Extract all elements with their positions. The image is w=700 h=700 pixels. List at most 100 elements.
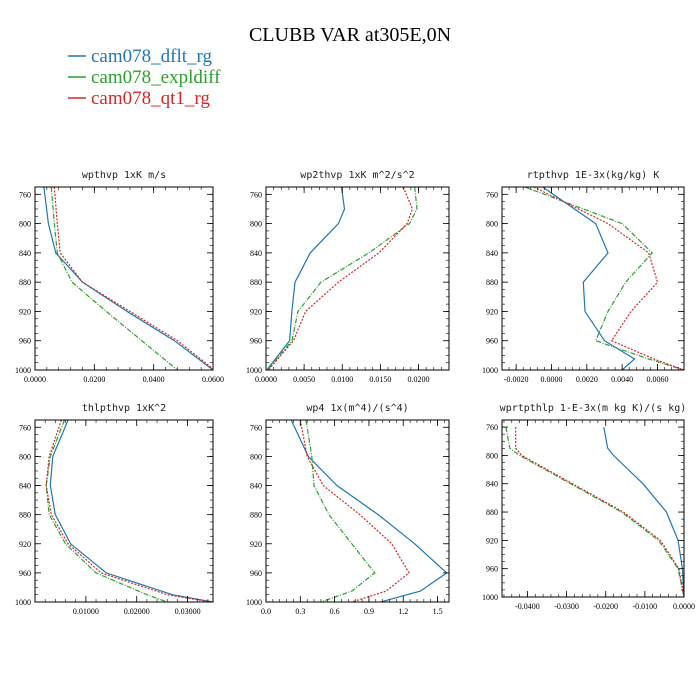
y-tick-label: 960 — [250, 337, 262, 346]
panel-title: wp4 1x(m^4)/(s^4) — [306, 403, 408, 414]
y-tick-label: 1000 — [482, 593, 498, 602]
y-tick-label: 880 — [486, 278, 498, 287]
y-tick-label: 760 — [250, 190, 262, 199]
legend-entry: cam078_qt1_rg — [68, 88, 210, 109]
y-tick-label: 920 — [250, 307, 262, 316]
figure-title: CLUBB VAR at305E,0N — [249, 24, 451, 46]
chart-panel: wp2thvp 1xK m^2/s^2 760 800 840 880 920 960 100… — [246, 170, 450, 384]
series-line-cam078_dflt_rg — [49, 420, 213, 602]
y-tick-label: 960 — [486, 337, 498, 346]
series-line-cam078_dflt_rg — [43, 187, 213, 370]
x-tick-label: 1.5 — [433, 607, 443, 616]
y-tick-label: 800 — [486, 220, 498, 229]
x-tick-label: 0.0100 — [331, 375, 353, 384]
x-tick-label: 1.2 — [398, 607, 408, 616]
legend: cam078_dflt_rg cam078_expldiff cam078_qt… — [68, 46, 221, 109]
x-tick-label: 0.01000 — [73, 607, 99, 616]
y-tick-label: 1000 — [482, 366, 498, 375]
y-tick-label: 760 — [19, 190, 31, 199]
legend-label: cam078_qt1_rg — [91, 88, 210, 109]
y-tick-label: 880 — [486, 508, 498, 517]
legend-entry: cam078_expldiff — [68, 67, 221, 88]
y-tick-label: 880 — [250, 278, 262, 287]
y-tick-label: 920 — [19, 540, 31, 549]
y-tick-label: 840 — [486, 480, 498, 489]
x-tick-label: -0.0300 — [554, 602, 579, 611]
series-line-cam078_expldiff — [45, 420, 168, 602]
series-line-cam078_qt1_rg — [533, 187, 684, 370]
y-tick-label: 920 — [19, 307, 31, 316]
y-tick-label: 880 — [250, 511, 262, 520]
series-group — [266, 187, 418, 370]
x-tick-label: -0.0020 — [504, 375, 529, 384]
y-tick-label: 960 — [250, 569, 262, 578]
y-tick-label: 960 — [19, 569, 31, 578]
y-tick-label: 840 — [19, 249, 31, 258]
series-line-cam078_expldiff — [524, 187, 684, 370]
y-tick-label: 840 — [250, 249, 262, 258]
y-tick-label: 760 — [486, 190, 498, 199]
series-group — [505, 426, 684, 597]
y-tick-label: 760 — [486, 423, 498, 432]
y-tick-label: 920 — [486, 307, 498, 316]
plot-frame — [501, 419, 685, 598]
y-tick-label: 800 — [486, 451, 498, 460]
series-line-cam078_qt1_rg — [45, 420, 211, 602]
x-tick-label: 0.0050 — [293, 375, 315, 384]
panel-title: wprtpthlp 1-E-3x(m kg K)/(s kg) — [500, 403, 687, 414]
y-tick-label: 800 — [19, 452, 31, 461]
x-tick-label: 0.0 — [261, 607, 271, 616]
series-line-cam078_qt1_rg — [53, 187, 213, 370]
x-tick-label: 0.0020 — [576, 375, 598, 384]
y-tick-label: 960 — [486, 565, 498, 574]
x-tick-label: 0.0000 — [540, 375, 562, 384]
x-tick-label: 0.0040 — [611, 375, 633, 384]
panel-title: thlpthvp 1xK^2 — [82, 403, 166, 414]
x-tick-label: 0.02000 — [124, 607, 150, 616]
series-line-cam078_dflt_rg — [603, 426, 684, 597]
y-tick-label: 920 — [250, 540, 262, 549]
panel-title: wpthvp 1xK m/s — [82, 170, 166, 181]
panel-grid: wpthvp 1xK m/s76080084088092096010000.00… — [15, 170, 695, 616]
plot-frame — [265, 186, 450, 371]
x-tick-label: 0.0200 — [408, 375, 430, 384]
panel-title: rtpthvp 1E-3x(kg/kg) K — [527, 170, 659, 181]
y-tick-label: 960 — [19, 337, 31, 346]
y-tick-label: 840 — [250, 482, 262, 491]
series-line-cam078_dflt_rg — [542, 187, 636, 370]
chart-panel: wp4 1x(m^4)/(s^4) 760 800 840 880 920 960 10000… — [246, 403, 450, 616]
chart-panel: wprtpthlp 1-E-3x(m kg K)/(s kg)760 800 840… — [482, 403, 695, 611]
panel-title: wp2thvp 1xK m^2/s^2 — [300, 170, 414, 181]
series-line-cam078_expldiff — [50, 187, 178, 370]
y-tick-label: 1000 — [246, 366, 262, 375]
series-group — [45, 420, 213, 602]
series-line-cam078_dflt_rg — [290, 420, 448, 602]
y-tick-label: 880 — [19, 511, 31, 520]
legend-entry: cam078_dflt_rg — [68, 46, 213, 67]
y-tick-label: 880 — [19, 278, 31, 287]
y-tick-label: 1000 — [246, 598, 262, 607]
series-line-cam078_qt1_rg — [267, 187, 414, 370]
y-tick-label: 800 — [250, 452, 262, 461]
x-tick-label: 0.0150 — [369, 375, 391, 384]
plot-frame — [265, 419, 450, 603]
series-group — [290, 420, 448, 602]
y-tick-label: 1000 — [15, 598, 31, 607]
y-tick-label: 920 — [486, 536, 498, 545]
y-tick-label: 840 — [19, 482, 31, 491]
plot-frame — [501, 186, 685, 371]
x-tick-label: -0.0100 — [633, 602, 658, 611]
x-tick-label: 0.03000 — [175, 607, 201, 616]
chart-panel: wpthvp 1xK m/s 760 800 840 880 920 960 10000.00… — [15, 170, 224, 384]
y-tick-label: 1000 — [15, 366, 31, 375]
x-tick-label: 0.0200 — [83, 375, 105, 384]
series-line-cam078_qt1_rg — [515, 427, 684, 597]
chart-panel: thlpthvp 1xK^2 760 800 840 880 920 960 1000 0.01… — [15, 403, 214, 616]
legend-label: cam078_expldiff — [91, 67, 221, 88]
legend-label: cam078_dflt_rg — [91, 46, 213, 67]
plot-frame — [34, 186, 214, 371]
x-tick-label: 0.0400 — [143, 375, 165, 384]
y-tick-label: 760 — [250, 423, 262, 432]
y-tick-label: 760 — [19, 423, 31, 432]
